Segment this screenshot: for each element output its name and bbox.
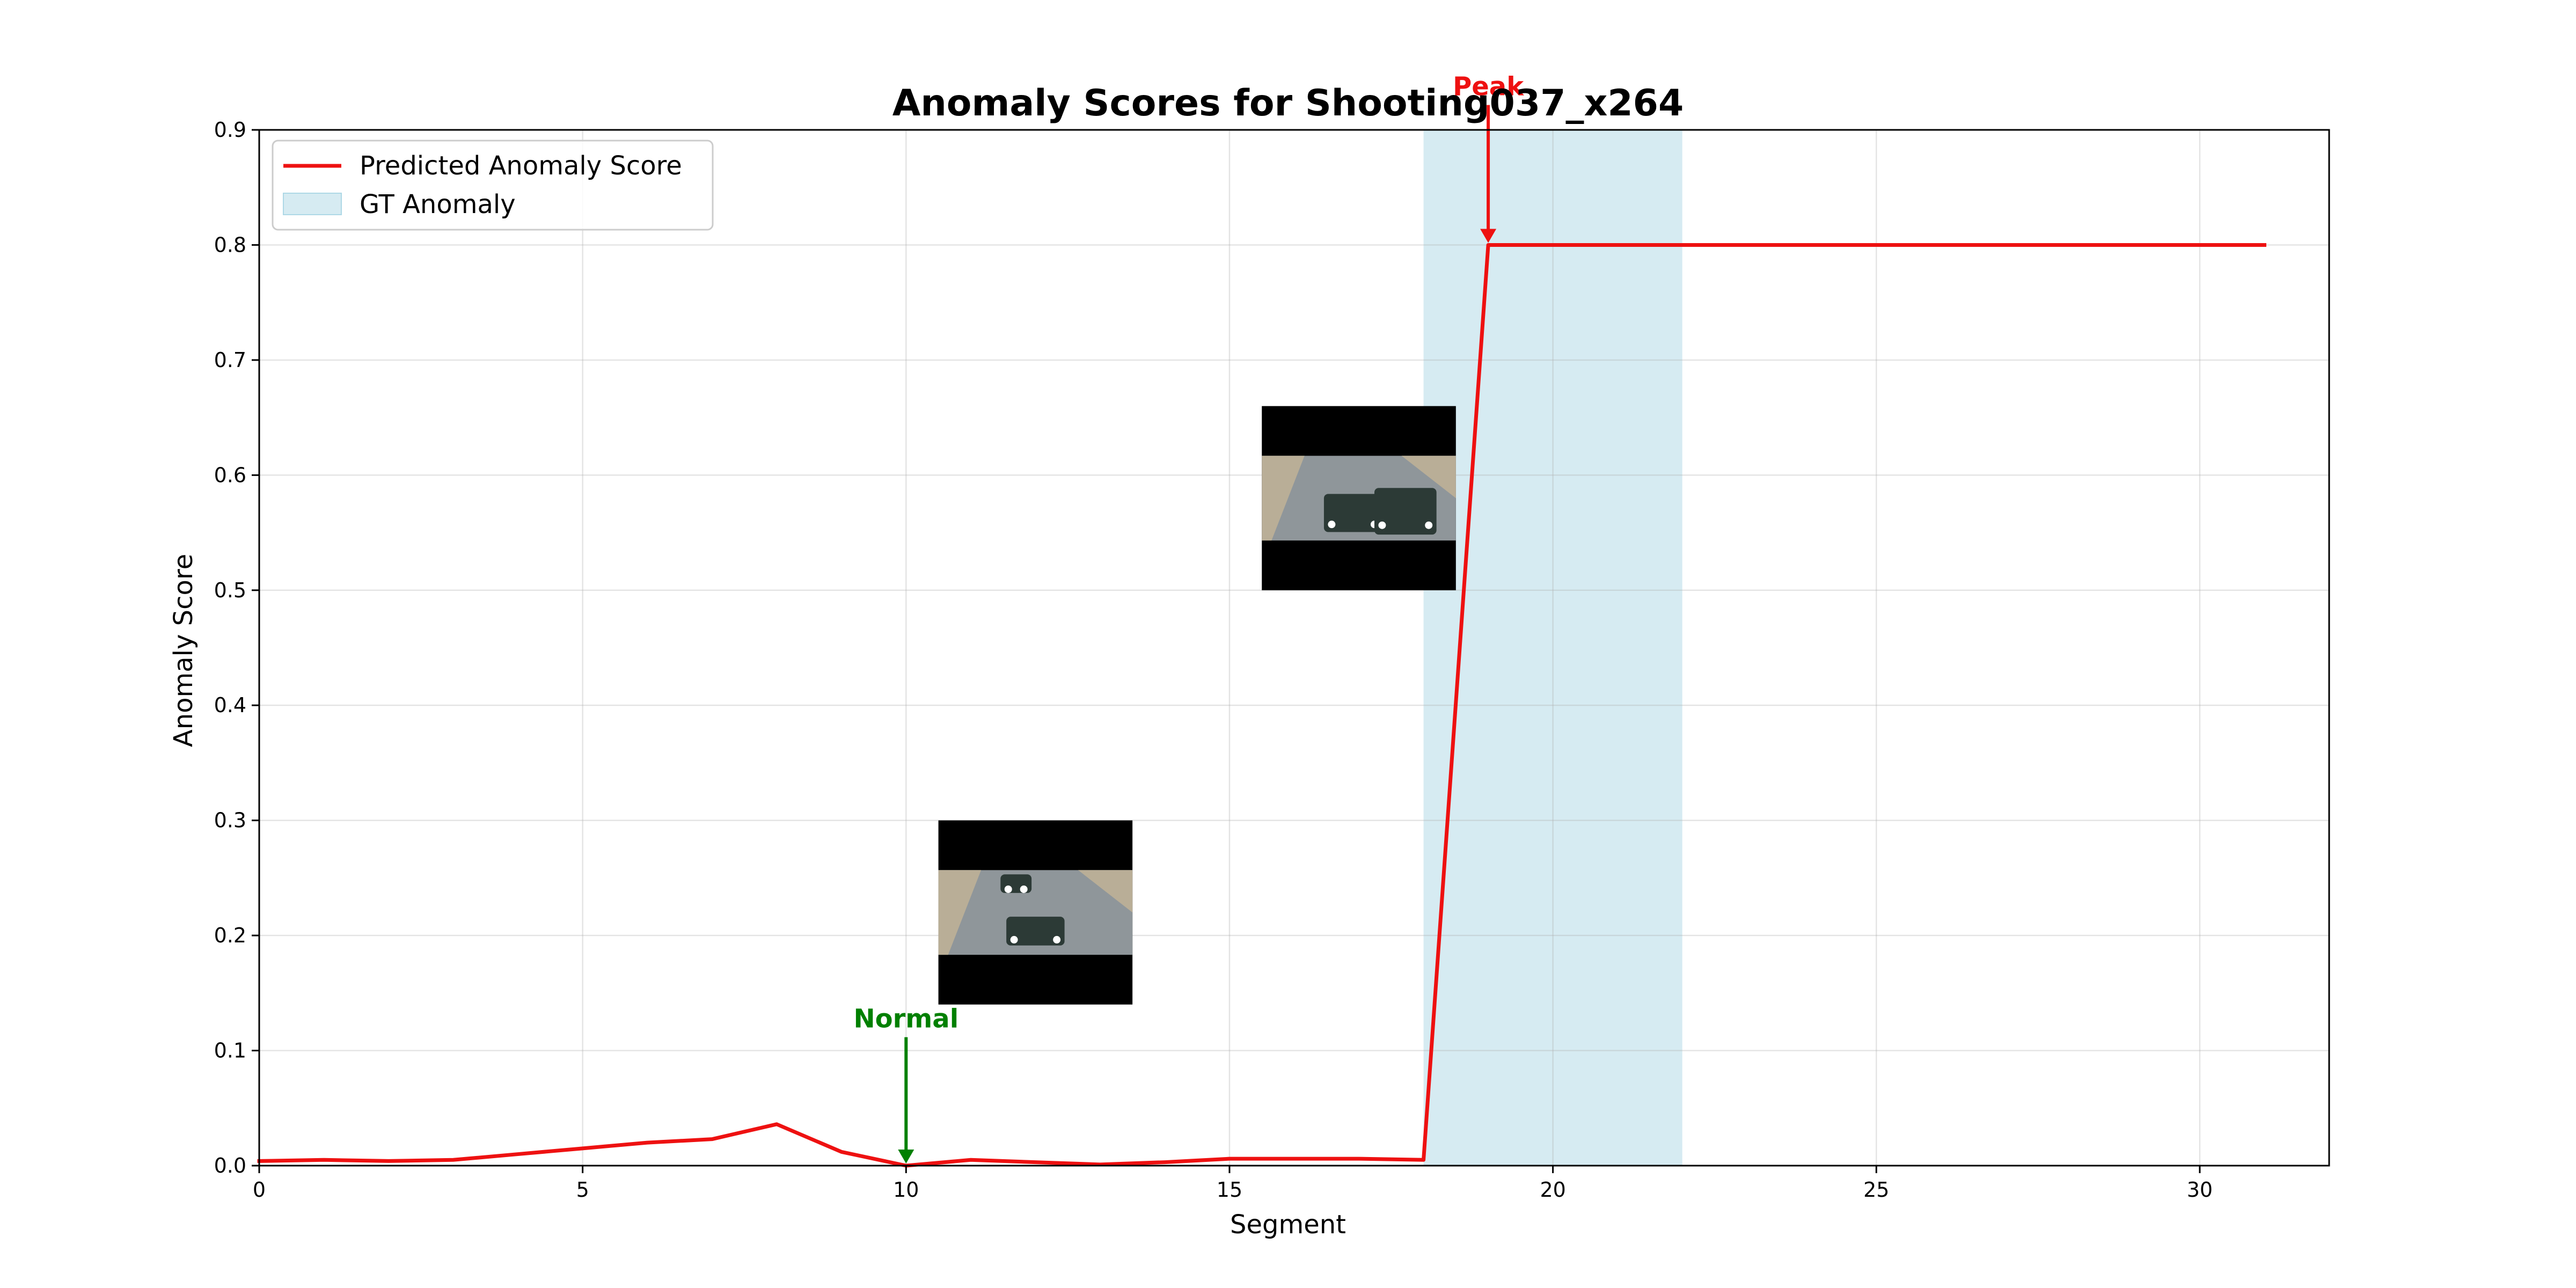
legend-label-predicted: Predicted Anomaly Score xyxy=(360,151,682,181)
x-tick-label: 5 xyxy=(576,1178,589,1202)
y-tick-label: 0.9 xyxy=(214,118,246,142)
annotation-label: Normal xyxy=(853,1004,958,1034)
legend-box xyxy=(272,140,714,231)
frame-sidewalk xyxy=(1262,456,1305,541)
annotation-arrow-head xyxy=(898,1150,914,1163)
series-layer xyxy=(257,243,2266,1168)
thumbnail-layer xyxy=(938,406,1456,1005)
video-frame-thumbnail xyxy=(1262,406,1456,590)
gt-anomaly-layer xyxy=(1423,130,1682,1166)
y-tick-label: 0.6 xyxy=(214,463,246,487)
frame-car xyxy=(1006,917,1065,946)
frame-headlight xyxy=(1053,936,1061,944)
y-tick-label: 0.0 xyxy=(214,1154,246,1177)
frame-sidewalk xyxy=(1078,870,1133,913)
y-tick-label: 0.4 xyxy=(214,693,246,717)
frame-headlight xyxy=(1328,521,1336,529)
frame-car xyxy=(1374,488,1437,535)
x-tick-label: 0 xyxy=(253,1178,266,1202)
annotation-normal: Normal xyxy=(853,1004,958,1163)
x-tick-label: 10 xyxy=(893,1178,919,1202)
y-tick-label: 0.5 xyxy=(214,579,246,602)
x-ticks: 0 5 10 15 20 25 30 xyxy=(253,1166,2213,1202)
annotation-peak: Peak xyxy=(1453,72,1524,243)
y-tick-label: 0.1 xyxy=(214,1039,246,1063)
x-tick-label: 20 xyxy=(1540,1178,1565,1202)
series-line-predicted-anomaly-score xyxy=(257,243,2266,1168)
y-tick-label: 0.7 xyxy=(214,348,246,372)
gt-anomaly-span xyxy=(1423,130,1682,1166)
x-axis-label: Segment xyxy=(1230,1210,1346,1240)
y-tick-label: 0.3 xyxy=(214,809,246,832)
frame-headlight xyxy=(1020,885,1028,893)
chart-title: Anomaly Scores for Shooting037_x264 xyxy=(892,82,1684,125)
frame-sidewalk xyxy=(1401,456,1456,499)
annotation-layer: Normal Peak xyxy=(853,72,1524,1163)
legend: Predicted Anomaly Score GT Anomaly xyxy=(272,140,714,231)
frame-sidewalk xyxy=(938,870,982,955)
frame-car xyxy=(1323,494,1382,532)
annotation-arrow-head xyxy=(1480,229,1497,243)
y-tick-label: 0.2 xyxy=(214,924,246,947)
annotation-label: Peak xyxy=(1453,72,1524,102)
frame-headlight xyxy=(1378,521,1386,529)
legend-label-gt: GT Anomaly xyxy=(360,189,516,219)
x-tick-label: 15 xyxy=(1217,1178,1242,1202)
frame-headlight xyxy=(1425,521,1433,529)
x-tick-label: 25 xyxy=(1863,1178,1889,1202)
x-tick-label: 30 xyxy=(2187,1178,2213,1202)
y-ticks: 0.0 0.1 0.2 0.3 0.4 0.5 0.6 0.7 0.8 0.9 xyxy=(214,118,259,1177)
frame-headlight xyxy=(1004,885,1012,893)
y-axis-label: Anomaly Score xyxy=(169,554,199,747)
y-tick-label: 0.8 xyxy=(214,233,246,257)
frame-headlight xyxy=(1010,936,1018,944)
plot-frame xyxy=(258,129,2330,1167)
video-frame-thumbnail xyxy=(938,820,1133,1005)
legend-patch-swatch xyxy=(283,193,342,215)
